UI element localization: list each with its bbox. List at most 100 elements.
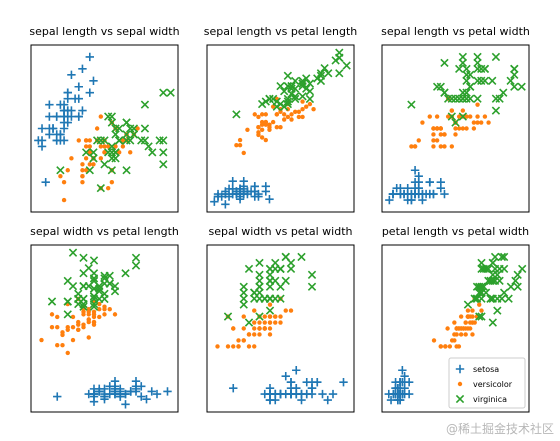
data-point-setosa [37, 136, 47, 145]
data-point-virginica [272, 102, 281, 111]
data-point-setosa [396, 189, 405, 199]
data-point-virginica [335, 69, 344, 78]
data-point-versicolor [225, 344, 231, 349]
data-point-versicolor [252, 344, 257, 349]
data-point-setosa [137, 392, 146, 401]
axes-frame [206, 44, 355, 213]
data-point-setosa [410, 166, 420, 175]
data-point-virginica [517, 82, 526, 91]
data-point-virginica [320, 63, 329, 73]
series-virginica [47, 248, 141, 319]
data-point-setosa [404, 377, 414, 387]
data-point-setosa [261, 182, 270, 191]
data-point-versicolor [468, 320, 473, 325]
data-point-virginica [491, 52, 501, 62]
data-point-virginica [473, 58, 482, 68]
data-point-versicolor [86, 312, 91, 317]
data-point-versicolor [94, 126, 100, 131]
data-point-setosa [235, 189, 245, 199]
data-point-versicolor [102, 304, 107, 309]
data-point-versicolor [98, 114, 104, 119]
data-point-versicolor [431, 338, 437, 343]
data-point-versicolor [60, 332, 65, 338]
data-point-virginica [324, 69, 333, 78]
data-point-virginica [96, 183, 105, 193]
data-point-setosa [41, 177, 50, 187]
data-point-versicolor [252, 332, 257, 337]
data-point-setosa [74, 112, 83, 121]
data-point-versicolor [477, 302, 482, 307]
data-point-setosa [63, 112, 72, 121]
data-point-setosa [116, 392, 125, 401]
data-point-virginica [159, 136, 168, 145]
data-point-setosa [328, 389, 338, 399]
data-point-virginica [265, 306, 275, 315]
data-point-versicolor [98, 144, 104, 149]
data-point-versicolor [475, 120, 480, 125]
data-point-virginica [484, 264, 493, 274]
data-point-setosa [110, 387, 120, 396]
data-point-versicolor [458, 332, 464, 337]
data-point-versicolor [105, 185, 111, 191]
data-point-versicolor [468, 326, 473, 331]
data-point-versicolor [296, 109, 302, 115]
data-point-virginica [488, 258, 497, 268]
data-point-virginica [89, 294, 99, 304]
data-point-versicolor [434, 138, 440, 143]
data-point-virginica [480, 64, 490, 74]
series-virginica [56, 88, 175, 193]
data-point-setosa [429, 189, 438, 199]
data-point-versicolor [470, 308, 475, 313]
data-point-virginica [68, 281, 78, 291]
data-point-versicolor [97, 314, 102, 320]
data-point-virginica [484, 276, 493, 285]
data-point-setosa [142, 394, 151, 404]
data-point-setosa [163, 387, 172, 396]
data-point-virginica [121, 269, 130, 278]
data-point-virginica [281, 276, 290, 285]
data-point-versicolor [87, 144, 93, 149]
data-point-setosa [239, 184, 248, 194]
data-point-virginica [447, 112, 456, 121]
data-point-versicolor [409, 144, 414, 149]
data-point-versicolor [307, 101, 313, 107]
data-point-virginica [265, 264, 275, 274]
data-point-virginica [115, 136, 124, 145]
data-point-virginica [137, 136, 146, 145]
data-point-setosa [59, 118, 69, 127]
data-point-virginica [458, 58, 468, 68]
data-point-virginica [440, 88, 449, 97]
scatter-panel: sepal width vs petal length [30, 225, 179, 413]
data-point-virginica [131, 253, 141, 263]
data-point-versicolor [259, 119, 265, 125]
data-point-virginica [407, 100, 416, 109]
data-point-setosa [131, 376, 141, 386]
panel-title: petal length vs petal width [382, 225, 529, 238]
data-point-versicolor [256, 132, 261, 138]
data-point-virginica [518, 264, 527, 274]
data-point-setosa [392, 183, 401, 193]
data-point-versicolor [431, 132, 436, 137]
data-point-versicolor [468, 114, 473, 119]
data-point-virginica [443, 94, 453, 103]
data-point-versicolor [431, 144, 436, 149]
data-point-virginica [276, 264, 285, 274]
data-point-versicolor [311, 107, 316, 112]
data-point-virginica [79, 253, 88, 263]
data-point-setosa [339, 377, 348, 387]
data-point-virginica [307, 270, 317, 279]
data-point-virginica [316, 76, 326, 86]
data-point-versicolor [262, 326, 267, 331]
data-point-versicolor [55, 325, 60, 330]
data-point-virginica [479, 282, 488, 291]
data-point-setosa [425, 177, 434, 187]
data-point-virginica [92, 136, 102, 145]
panel-title: sepal length vs sepal width [29, 25, 179, 38]
data-point-virginica [291, 92, 300, 101]
data-point-versicolor [231, 344, 236, 349]
scatter-panel: sepal length vs petal length [204, 25, 357, 213]
data-point-versicolor [241, 326, 246, 331]
data-point-virginica [250, 288, 259, 297]
data-point-virginica [291, 76, 300, 86]
data-point-virginica [47, 297, 57, 306]
